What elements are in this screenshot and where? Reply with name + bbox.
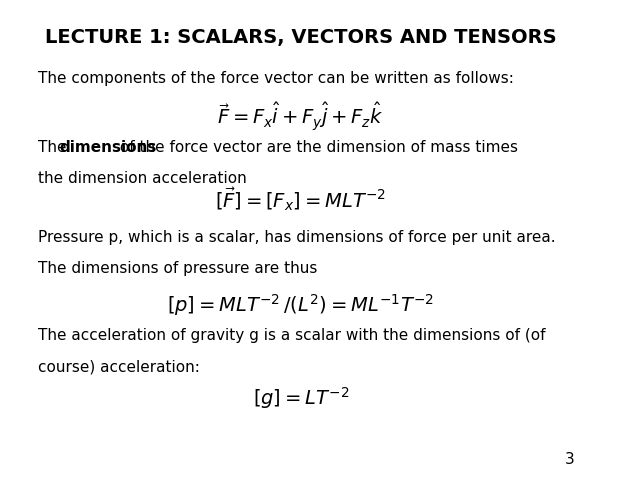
Text: of the force vector are the dimension of mass times: of the force vector are the dimension of…	[115, 140, 518, 155]
Text: $[p] = MLT^{-2}\,/(L^2) = ML^{-1}T^{-2}$: $[p] = MLT^{-2}\,/(L^2) = ML^{-1}T^{-2}$	[167, 292, 434, 318]
Text: The acceleration of gravity g is a scalar with the dimensions of (of: The acceleration of gravity g is a scala…	[38, 328, 546, 343]
Text: The components of the force vector can be written as follows:: The components of the force vector can b…	[38, 71, 514, 85]
Text: dimensions: dimensions	[60, 140, 157, 155]
Text: course) acceleration:: course) acceleration:	[38, 360, 200, 374]
Text: LECTURE 1: SCALARS, VECTORS AND TENSORS: LECTURE 1: SCALARS, VECTORS AND TENSORS	[45, 28, 557, 47]
Text: $[g] = LT^{-2}$: $[g] = LT^{-2}$	[253, 385, 349, 411]
Text: Pressure p, which is a scalar, has dimensions of force per unit area.: Pressure p, which is a scalar, has dimen…	[38, 230, 556, 245]
Text: 3: 3	[565, 452, 575, 467]
Text: $\vec{F} = F_x\hat{i} + F_y\hat{j} + F_z\hat{k}$: $\vec{F} = F_x\hat{i} + F_y\hat{j} + F_z…	[218, 100, 384, 132]
Text: the dimension acceleration: the dimension acceleration	[38, 171, 247, 186]
Text: The: The	[38, 140, 72, 155]
Text: The dimensions of pressure are thus: The dimensions of pressure are thus	[38, 262, 317, 276]
Text: $[\vec{F}] = [F_x] = MLT^{-2}$: $[\vec{F}] = [F_x] = MLT^{-2}$	[215, 185, 386, 213]
